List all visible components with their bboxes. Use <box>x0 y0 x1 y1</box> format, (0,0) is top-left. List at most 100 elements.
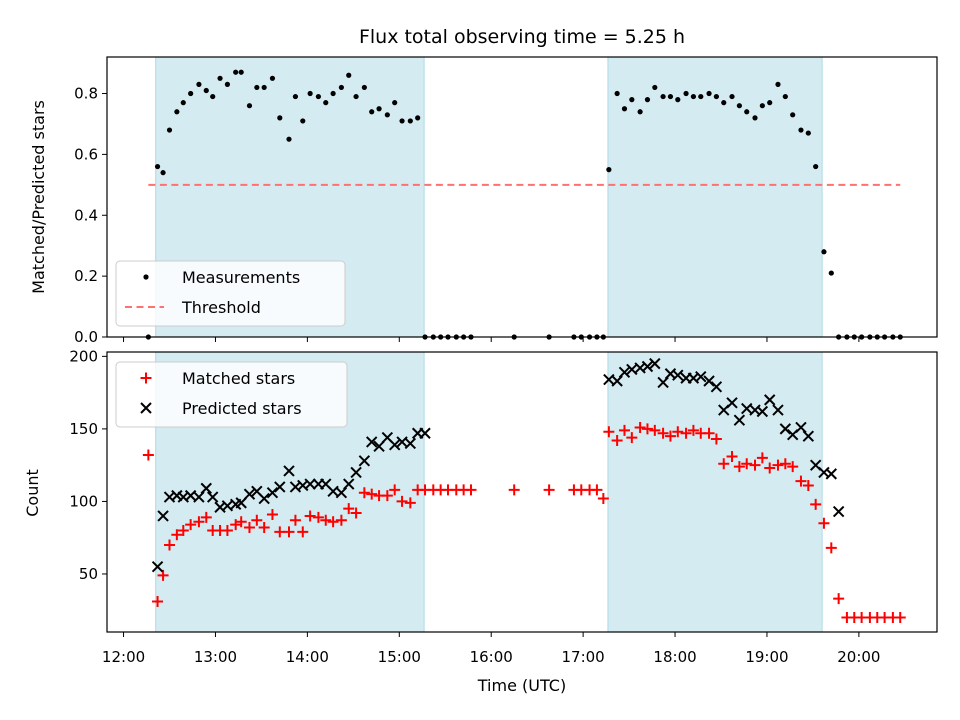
data-point <box>320 514 332 526</box>
data-point <box>258 492 270 505</box>
data-point <box>315 93 322 100</box>
data-point <box>741 458 753 470</box>
data-point <box>221 524 233 536</box>
data-point <box>185 519 197 531</box>
data-point <box>828 270 834 276</box>
data-point <box>618 424 630 436</box>
data-point <box>764 462 776 474</box>
data-point <box>358 455 371 467</box>
x-tick-label: 13:00 <box>194 648 237 666</box>
data-point <box>667 93 674 100</box>
top-legend: Measurements Threshold <box>115 260 346 327</box>
data-point <box>323 100 329 106</box>
bottom-y-axis-label: Count <box>23 469 42 517</box>
data-point <box>307 90 313 97</box>
data-point <box>266 508 278 520</box>
data-point <box>802 479 814 491</box>
data-point <box>358 487 370 499</box>
data-point <box>687 424 699 436</box>
data-point <box>157 510 169 522</box>
data-point <box>210 93 216 100</box>
data-point <box>733 414 746 426</box>
data-point <box>825 542 837 554</box>
data-point <box>818 517 830 529</box>
data-point <box>246 103 253 109</box>
data-point <box>361 84 367 91</box>
data-point <box>238 69 244 75</box>
data-point <box>641 423 653 435</box>
data-point <box>591 484 603 496</box>
data-point <box>772 404 784 416</box>
data-point <box>366 488 378 500</box>
data-point <box>353 93 359 100</box>
legend-box <box>115 361 348 428</box>
data-point <box>543 484 555 496</box>
data-point <box>343 503 355 515</box>
data-point <box>269 75 276 81</box>
legend-box <box>115 260 346 327</box>
data-point <box>304 510 316 522</box>
data-point <box>821 249 827 255</box>
data-point <box>399 118 405 124</box>
data-point <box>621 106 628 112</box>
legend-label: Matched stars <box>182 369 295 388</box>
data-point <box>710 381 723 393</box>
data-point <box>706 90 712 97</box>
data-point <box>703 427 715 439</box>
data-point <box>243 488 256 500</box>
x-tick-label: 19:00 <box>745 648 788 666</box>
data-point <box>718 458 730 470</box>
data-point <box>660 93 666 100</box>
data-point <box>389 484 401 496</box>
data-point <box>832 505 845 518</box>
data-point <box>330 90 336 97</box>
data-point <box>626 432 638 444</box>
legend-label: Threshold <box>181 298 261 317</box>
data-point <box>166 127 173 133</box>
data-point <box>286 136 292 142</box>
x-tick-label: 14:00 <box>286 648 329 666</box>
plot-frame <box>106 351 938 633</box>
data-point <box>810 498 822 510</box>
data-point <box>164 539 176 551</box>
data-point <box>343 478 355 490</box>
data-point <box>396 495 408 507</box>
data-point <box>297 526 309 538</box>
data-point <box>230 519 242 531</box>
data-point <box>366 436 378 448</box>
data-point <box>759 103 765 109</box>
data-point <box>649 357 661 370</box>
data-point <box>726 450 738 462</box>
data-point <box>779 458 791 470</box>
legend-marker <box>140 372 152 384</box>
data-point <box>142 449 154 461</box>
chart-title: Flux total observing time = 5.25 h <box>359 26 685 48</box>
data-point <box>603 426 615 438</box>
y-tick-label: 0.2 <box>74 267 98 285</box>
data-point <box>407 118 413 124</box>
bottom-legend: Matched stars Predicted stars <box>115 361 348 428</box>
data-point <box>641 360 654 373</box>
legend-label: Predicted stars <box>182 399 302 418</box>
data-point <box>277 115 283 121</box>
data-point <box>825 468 838 480</box>
data-point <box>203 87 209 94</box>
data-point <box>233 69 239 75</box>
data-point <box>508 484 520 496</box>
data-point <box>404 437 417 450</box>
legend-label: Measurements <box>182 268 300 287</box>
data-point <box>782 93 788 100</box>
data-point <box>649 424 661 436</box>
data-point <box>752 115 758 121</box>
data-point <box>637 109 643 115</box>
data-point <box>690 93 697 100</box>
data-point <box>292 93 299 100</box>
y-tick-label: 200 <box>69 347 98 365</box>
data-point <box>618 366 631 379</box>
data-point <box>629 97 635 103</box>
data-point <box>419 427 431 439</box>
data-point <box>733 461 745 473</box>
data-point <box>695 370 707 383</box>
data-point <box>381 490 393 502</box>
data-point <box>833 593 845 605</box>
